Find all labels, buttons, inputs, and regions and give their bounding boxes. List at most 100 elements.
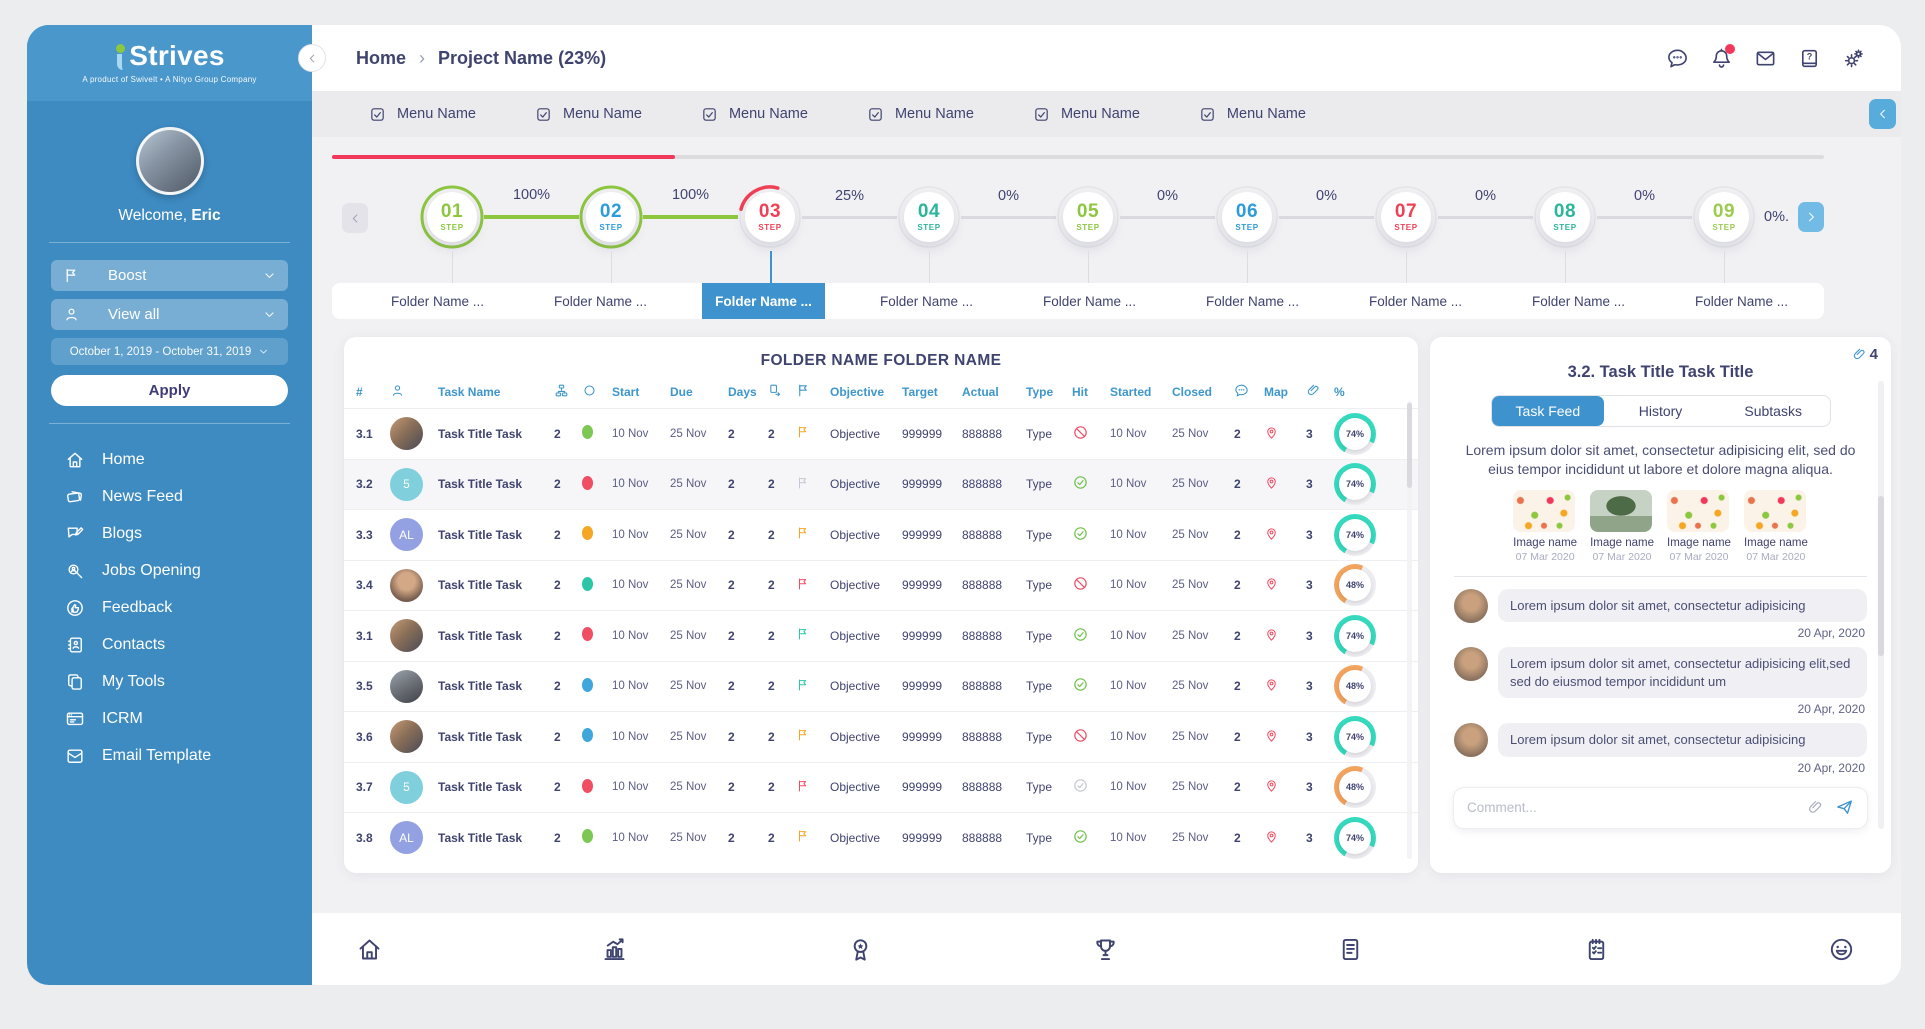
column-header-sitemap-icon[interactable]: [554, 383, 582, 401]
column-header-hit[interactable]: Hit: [1072, 385, 1088, 399]
menu-item-1[interactable]: Menu Name: [369, 106, 476, 123]
folder-tab-7[interactable]: Folder Name ...: [1368, 293, 1463, 309]
home-icon[interactable]: [356, 936, 383, 963]
sidebar-item-news-feed[interactable]: News Feed: [27, 478, 312, 515]
column-header-clip-icon[interactable]: [1306, 383, 1334, 401]
view-all-dropdown[interactable]: View all: [51, 299, 288, 330]
medal-icon[interactable]: [847, 936, 874, 963]
column-header-started[interactable]: Started: [1110, 385, 1152, 399]
column-header-subtask-icon[interactable]: [768, 383, 796, 401]
step-05[interactable]: 05 STEP: [1056, 185, 1120, 283]
step-02[interactable]: 02 STEP: [579, 185, 643, 283]
chart-icon[interactable]: [601, 936, 628, 963]
comment-input[interactable]: Comment...: [1454, 787, 1867, 828]
column-header-map[interactable]: Map: [1264, 385, 1288, 399]
back-button[interactable]: [298, 44, 326, 72]
user-avatar[interactable]: [135, 127, 204, 195]
column-header-chat-icon[interactable]: [1234, 383, 1264, 401]
tab-history[interactable]: History: [1638, 403, 1683, 419]
mail-icon[interactable]: [1754, 47, 1777, 70]
menu-collapse-button[interactable]: [1869, 99, 1896, 129]
attachment-image[interactable]: Image name 07 Mar 2020: [1743, 489, 1808, 563]
column-header-type[interactable]: Type: [1026, 385, 1054, 399]
step-03[interactable]: 03 STEP: [738, 185, 802, 283]
table-row[interactable]: 3.8 AL Task Title Task 2 10 Nov 25 Nov 2 2 Objec…: [344, 812, 1418, 863]
table-row[interactable]: 3.7 5 Task Title Task 2 10 Nov 25 Nov 2 2 Object…: [344, 761, 1418, 813]
date-range-picker[interactable]: October 1, 2019 - October 31, 2019: [51, 338, 288, 365]
step-06[interactable]: 06 STEP: [1215, 185, 1279, 283]
attachment-image[interactable]: Image name 07 Mar 2020: [1667, 489, 1731, 563]
column-header-actual[interactable]: Actual: [962, 385, 999, 399]
column-header-days[interactable]: Days: [728, 385, 757, 399]
report-icon[interactable]: [1337, 936, 1364, 963]
column-header-closed[interactable]: Closed: [1172, 385, 1213, 399]
folder-tab-1[interactable]: Folder Name ...: [390, 293, 485, 309]
folder-tab-3[interactable]: Folder Name ...: [702, 283, 825, 319]
tab-task-feed[interactable]: Task Feed: [1491, 396, 1605, 426]
column-header-due[interactable]: Due: [670, 385, 693, 399]
folder-tab-5[interactable]: Folder Name ...: [1042, 293, 1137, 309]
notes-icon[interactable]: [1583, 936, 1610, 963]
menu-item-3[interactable]: Menu Name: [701, 106, 808, 123]
step-09[interactable]: 09 STEP: [1692, 185, 1756, 283]
attachments-badge[interactable]: 4: [1852, 346, 1878, 363]
trophy-icon[interactable]: [1092, 936, 1119, 963]
sidebar-item-blogs[interactable]: Blogs: [27, 515, 312, 552]
column-header-flag-icon[interactable]: [796, 383, 830, 401]
table-row[interactable]: 3.6 Task Title Task 2 10 Nov 25 Nov 2 2 Objecti…: [344, 711, 1418, 762]
folder-tab-6[interactable]: Folder Name ...: [1205, 293, 1300, 309]
column-header-#[interactable]: #: [356, 385, 363, 399]
step-07[interactable]: 07 STEP: [1374, 185, 1438, 283]
smiley-icon[interactable]: [1828, 936, 1855, 963]
help-icon[interactable]: ?: [1798, 47, 1821, 70]
breadcrumb-home[interactable]: Home: [356, 47, 407, 68]
step-08[interactable]: 08 STEP: [1533, 185, 1597, 283]
table-row[interactable]: 3.1 Task Title Task 2 10 Nov 25 Nov 2 2 Objecti…: [344, 408, 1418, 459]
column-header-objective[interactable]: Objective: [830, 385, 885, 399]
apply-button[interactable]: Apply: [51, 375, 288, 406]
sidebar-item-jobs-opening[interactable]: Jobs Opening: [27, 552, 312, 589]
folder-tab-2[interactable]: Folder Name ...: [553, 293, 648, 309]
send-comment-icon[interactable]: [1835, 798, 1854, 817]
column-header-task-name[interactable]: Task Name: [438, 385, 501, 399]
table-row[interactable]: 3.1 Task Title Task 2 10 Nov 25 Nov 2 2 Objecti…: [344, 610, 1418, 661]
sidebar-item-icrm[interactable]: ICRM: [27, 700, 312, 737]
tab-subtasks[interactable]: Subtasks: [1744, 403, 1802, 419]
table-row[interactable]: 3.5 Task Title Task 2 10 Nov 25 Nov 2 2 Objecti…: [344, 660, 1418, 712]
steps-prev-button[interactable]: [342, 203, 368, 233]
steps-next-button[interactable]: [1798, 202, 1824, 232]
folder-tab-4[interactable]: Folder Name ...: [879, 293, 974, 309]
column-header-start[interactable]: Start: [612, 385, 640, 399]
sidebar-item-contacts[interactable]: Contacts: [27, 626, 312, 663]
table-row[interactable]: 3.2 5 Task Title Task 2 10 Nov 25 Nov 2 2 Object…: [344, 458, 1418, 509]
settings-icon[interactable]: [1842, 47, 1865, 70]
column-header-person-icon[interactable]: [390, 383, 438, 401]
sidebar-item-email-template[interactable]: Email Template: [27, 737, 312, 774]
menu-item-4[interactable]: Menu Name: [867, 106, 974, 123]
menu-item-6[interactable]: Menu Name: [1199, 106, 1306, 123]
sidebar-item-feedback[interactable]: Feedback: [27, 589, 312, 626]
boost-dropdown[interactable]: Boost: [51, 260, 288, 291]
step-04[interactable]: 04 STEP: [897, 185, 961, 283]
column-header-%[interactable]: %: [1334, 385, 1345, 399]
sidebar-item-my-tools[interactable]: My Tools: [27, 663, 312, 700]
table-row[interactable]: 3.4 Task Title Task 2 10 Nov 25 Nov 2 2 Objecti…: [344, 559, 1418, 611]
table-scrollbar-thumb[interactable]: [1407, 403, 1412, 488]
step-01[interactable]: 01 STEP: [420, 185, 484, 283]
table-scrollbar[interactable]: [1407, 401, 1412, 859]
attach-file-icon[interactable]: [1807, 799, 1824, 816]
attachment-image[interactable]: Image name 07 Mar 2020: [1590, 489, 1654, 563]
folder-tab-8[interactable]: Folder Name ...: [1531, 293, 1626, 309]
table-row[interactable]: 3.3 AL Task Title Task 2 10 Nov 25 Nov 2 2 Objec…: [344, 509, 1418, 560]
panel-scrollbar[interactable]: [1878, 381, 1884, 829]
column-header-target[interactable]: Target: [902, 385, 938, 399]
chat-icon[interactable]: [1666, 47, 1689, 70]
folder-tab-9[interactable]: Folder Name ...: [1694, 293, 1789, 309]
panel-scrollbar-thumb[interactable]: [1878, 496, 1884, 656]
bell-icon[interactable]: [1710, 43, 1735, 70]
column-header-circle-icon[interactable]: [582, 383, 612, 401]
attachment-image[interactable]: Image name 07 Mar 2020: [1513, 489, 1577, 563]
sidebar-item-home[interactable]: Home: [27, 441, 312, 478]
menu-item-2[interactable]: Menu Name: [535, 106, 642, 123]
menu-item-5[interactable]: Menu Name: [1033, 106, 1140, 123]
